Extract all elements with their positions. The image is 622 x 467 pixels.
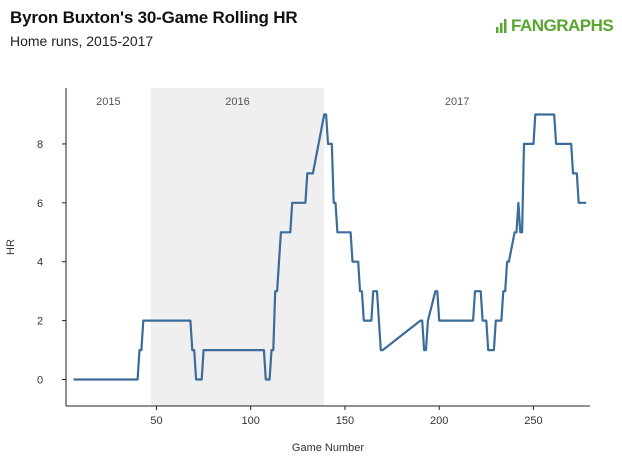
brand-text: FANGRAPHS xyxy=(511,16,614,35)
region-label-2016: 2016 xyxy=(225,96,249,108)
y-tick-label: 4 xyxy=(37,257,43,269)
y-tick-label: 6 xyxy=(37,198,43,210)
axis-ticks: 0 2 4 6 8 50 100 150 200 250 xyxy=(37,139,543,427)
fangraphs-logo: FANGRAPHS xyxy=(496,16,614,36)
region-label-2017: 2017 xyxy=(445,96,469,108)
axes xyxy=(65,88,590,407)
y-tick-label: 0 xyxy=(37,375,43,387)
series-line-0 xyxy=(73,113,587,381)
year-regions: 2015 2016 2017 xyxy=(96,88,469,406)
x-tick-label: 100 xyxy=(242,415,260,427)
series-group xyxy=(73,113,587,381)
x-axis-title: Game Number xyxy=(292,442,364,454)
y-tick-label: 8 xyxy=(37,139,43,151)
x-tick-label: 50 xyxy=(150,415,162,427)
x-tick-label: 150 xyxy=(336,415,354,427)
shaded-region-2016 xyxy=(150,88,325,406)
logo-bars-icon xyxy=(496,19,507,33)
chart-subtitle: Home runs, 2015-2017 xyxy=(10,33,154,49)
region-label-2015: 2015 xyxy=(96,96,120,108)
y-tick-label: 2 xyxy=(37,316,43,328)
y-axis-title: HR xyxy=(5,239,17,255)
x-tick-label: 200 xyxy=(430,415,448,427)
x-tick-label: 250 xyxy=(524,415,542,427)
chart-title: Byron Buxton's 30-Game Rolling HR xyxy=(10,8,298,27)
